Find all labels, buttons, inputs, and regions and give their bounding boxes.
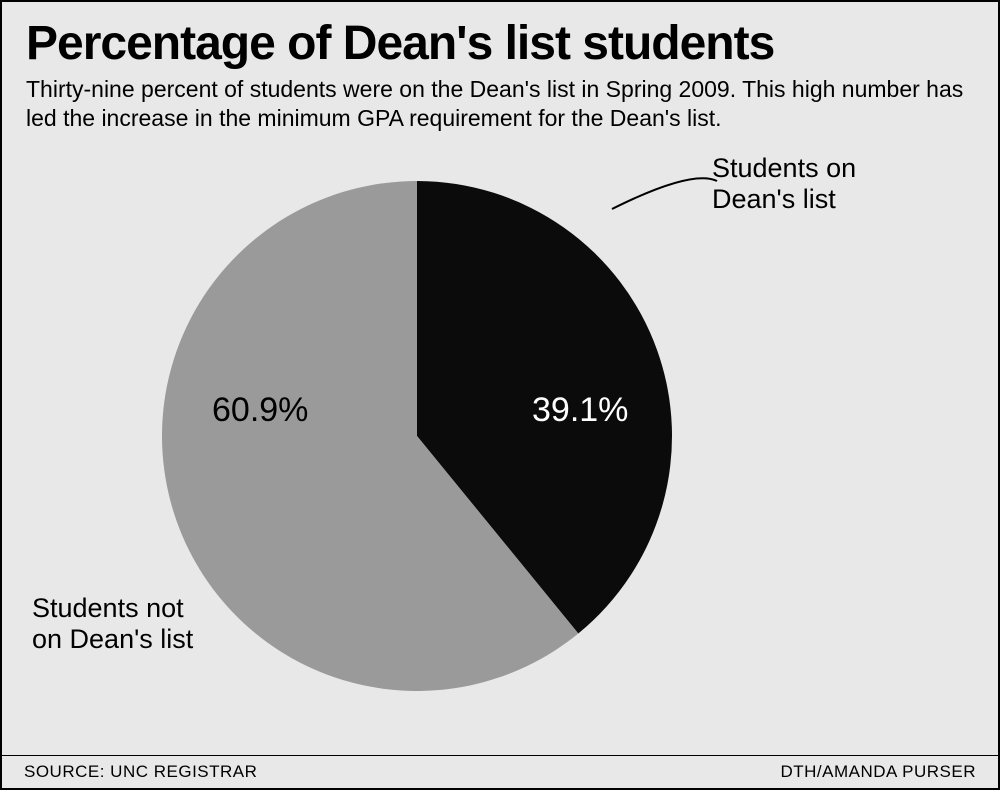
subhead: Thirty-nine percent of students were on … xyxy=(2,75,998,141)
footer: SOURCE: UNC REGISTRAR DTH/AMANDA PURSER xyxy=(2,755,998,788)
credit-text: DTH/AMANDA PURSER xyxy=(780,762,976,782)
slice-label-not-on-list: 60.9% xyxy=(212,391,308,430)
leader-line-on_list xyxy=(612,178,717,209)
pie-chart: 39.1% 60.9% Students onDean's list Stude… xyxy=(2,141,998,701)
source-text: SOURCE: UNC REGISTRAR xyxy=(24,762,257,782)
callout-not-on-list: Students noton Dean's list xyxy=(32,593,193,655)
callout-on-list: Students onDean's list xyxy=(712,153,856,215)
headline: Percentage of Dean's list students xyxy=(2,2,998,75)
infographic-frame: Percentage of Dean's list students Thirt… xyxy=(0,0,1000,790)
slice-label-on-list: 39.1% xyxy=(532,391,628,430)
